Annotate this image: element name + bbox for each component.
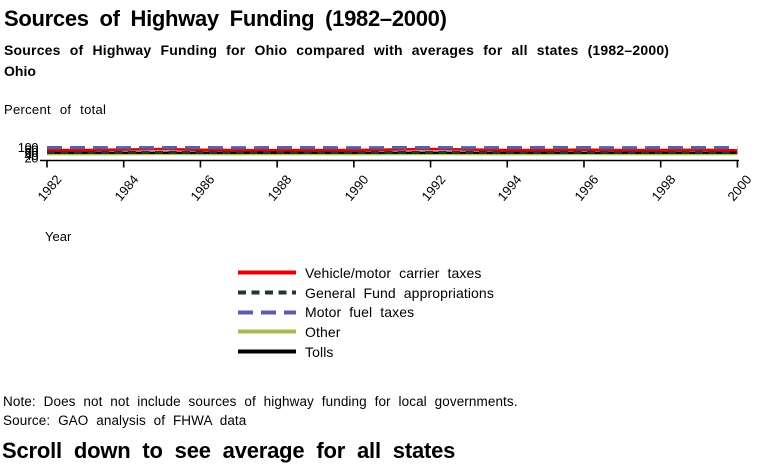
y-axis-title: Percent of total (4, 102, 107, 117)
legend-item: Motor fuel taxes (238, 302, 494, 322)
y-axis-tick-label: 80 (25, 143, 39, 158)
x-axis-title: Year (45, 229, 72, 244)
legend-item: Tolls (238, 342, 494, 362)
x-axis-tick-label: 1986 (187, 172, 218, 204)
page-subtitle: Sources of Highway Funding for Ohio comp… (4, 42, 670, 58)
legend-swatch-motor-fuel-taxes (238, 310, 296, 315)
source-text: Source: GAO analysis of FHWA data (3, 413, 247, 428)
legend: Vehicle/motor carrier taxes General Fund … (238, 263, 494, 361)
note-text: Note: Does not not include sources of hi… (3, 394, 518, 409)
legend-item: Other (238, 322, 494, 342)
legend-label: Other (305, 323, 341, 340)
x-axis-tick-label: 1998 (648, 172, 679, 204)
legend-label: Tolls (305, 343, 334, 360)
legend-label: Vehicle/motor carrier taxes (305, 264, 482, 281)
x-axis-tick-label: 1982 (34, 172, 65, 204)
page-title: Sources of Highway Funding (1982–2000) (4, 6, 447, 31)
x-axis-tick-label: 1988 (264, 172, 295, 204)
x-axis-tick-label: 1994 (494, 172, 525, 204)
legend-swatch-tolls (238, 349, 296, 354)
legend-swatch-general-fund-appropriations (238, 290, 296, 295)
legend-label: Motor fuel taxes (305, 304, 415, 321)
y-axis-tick-label: 40 (25, 148, 39, 163)
x-axis-tick-label: 1984 (111, 172, 142, 204)
y-axis-tick-label: 100 (18, 140, 38, 155)
legend-swatch-vehicle-motor-carrier-taxes (238, 270, 296, 275)
legend-label: General Fund appropriations (305, 284, 494, 301)
y-axis-tick-label: 20 (25, 150, 39, 165)
x-axis-tick-label: 1996 (571, 172, 602, 204)
scroll-prompt: Scroll down to see average for all state… (2, 438, 456, 463)
x-axis-tick-label: 2000 (724, 172, 755, 204)
legend-swatch-other (238, 329, 296, 334)
y-axis-tick-label: 60 (25, 145, 39, 160)
x-axis-tick-label: 1990 (341, 172, 372, 204)
x-axis-tick-label: 1992 (417, 172, 449, 204)
legend-item: Vehicle/motor carrier taxes (238, 263, 494, 283)
legend-item: General Fund appropriations (238, 283, 494, 303)
state-label: Ohio (4, 63, 36, 79)
